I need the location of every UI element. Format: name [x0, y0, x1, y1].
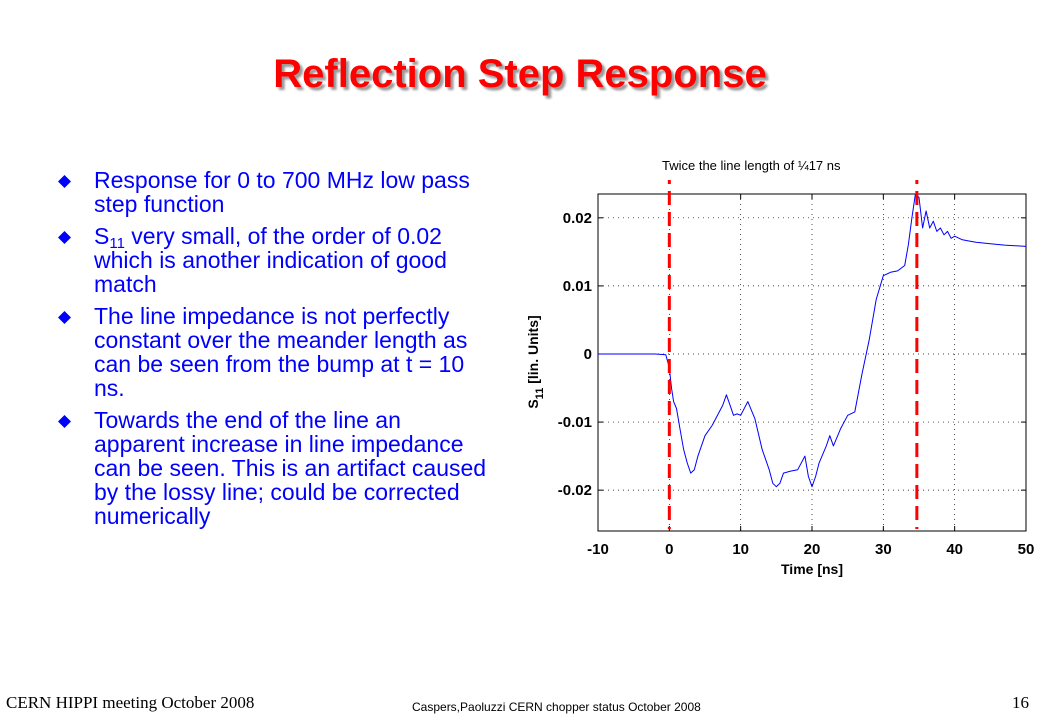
diamond-bullet-icon — [58, 311, 71, 324]
bullet-text: Towards the end of the line an apparent … — [94, 407, 487, 529]
bullet-item: The line impedance is not perfectly cons… — [58, 304, 488, 400]
diamond-bullet-icon — [58, 415, 71, 428]
y-axis-label-sub: 11 — [534, 388, 546, 400]
y-tick-label: 0.02 — [563, 210, 592, 227]
bullet-text-suffix: very small, of the order of 0.02 which i… — [94, 223, 447, 297]
y-tick-label: -0.02 — [558, 482, 592, 499]
bullet-list: Response for 0 to 700 MHz low pass step … — [58, 168, 488, 536]
series-layer — [598, 193, 1027, 488]
y-tick-label: 0 — [584, 346, 592, 363]
x-tick-label: 10 — [732, 541, 749, 558]
x-tick-label: 20 — [804, 541, 821, 558]
y-axis-label: S11 [lin. Units] — [525, 315, 546, 408]
x-tick-label: -10 — [587, 541, 609, 558]
x-tick-label: 50 — [1018, 541, 1035, 558]
bullet-text: Response for 0 to 700 MHz low pass step … — [94, 167, 470, 217]
x-tick-label: 0 — [665, 541, 673, 558]
x-tick-label: 30 — [875, 541, 892, 558]
bullet-item: S11 very small, of the order of 0.02 whi… — [58, 224, 488, 296]
diamond-bullet-icon — [58, 175, 71, 188]
bullet-text: The line impedance is not perfectly cons… — [94, 303, 468, 401]
diamond-bullet-icon — [58, 231, 71, 244]
y-axis-label-main: S — [525, 399, 541, 408]
bullet-text-prefix: S — [94, 223, 110, 249]
y-tick-label: 0.01 — [563, 278, 592, 295]
step-response-chart: -10 0 10 20 30 40 50 -0.02 -0.01 0 0.01 0.02 Time [… — [525, 180, 1035, 577]
bullet-item: Towards the end of the line an apparent … — [58, 408, 488, 528]
y-tick-label: -0.01 — [558, 414, 592, 431]
x-tick-label: 40 — [946, 541, 963, 558]
footer-center: Caspers,Paoluzzi CERN chopper status Oct… — [412, 700, 701, 714]
y-axis-label-rest: [lin. Units] — [525, 315, 541, 387]
markers — [667, 180, 919, 529]
slide-title: Reflection Step Response — [273, 52, 767, 96]
grid — [598, 194, 1026, 531]
footer-left: CERN HIPPI meeting October 2008 — [6, 693, 255, 712]
series-line — [598, 193, 1027, 488]
x-axis-label: Time [ns] — [781, 561, 843, 577]
ticks: -10 0 10 20 30 40 50 -0.02 -0.01 0 0.01 0.02 — [558, 194, 1035, 558]
chart-annotation: Twice the line length of ¼17 ns — [662, 158, 841, 173]
bullet-item: Response for 0 to 700 MHz low pass step … — [58, 168, 488, 216]
page-number: 16 — [1012, 693, 1029, 712]
